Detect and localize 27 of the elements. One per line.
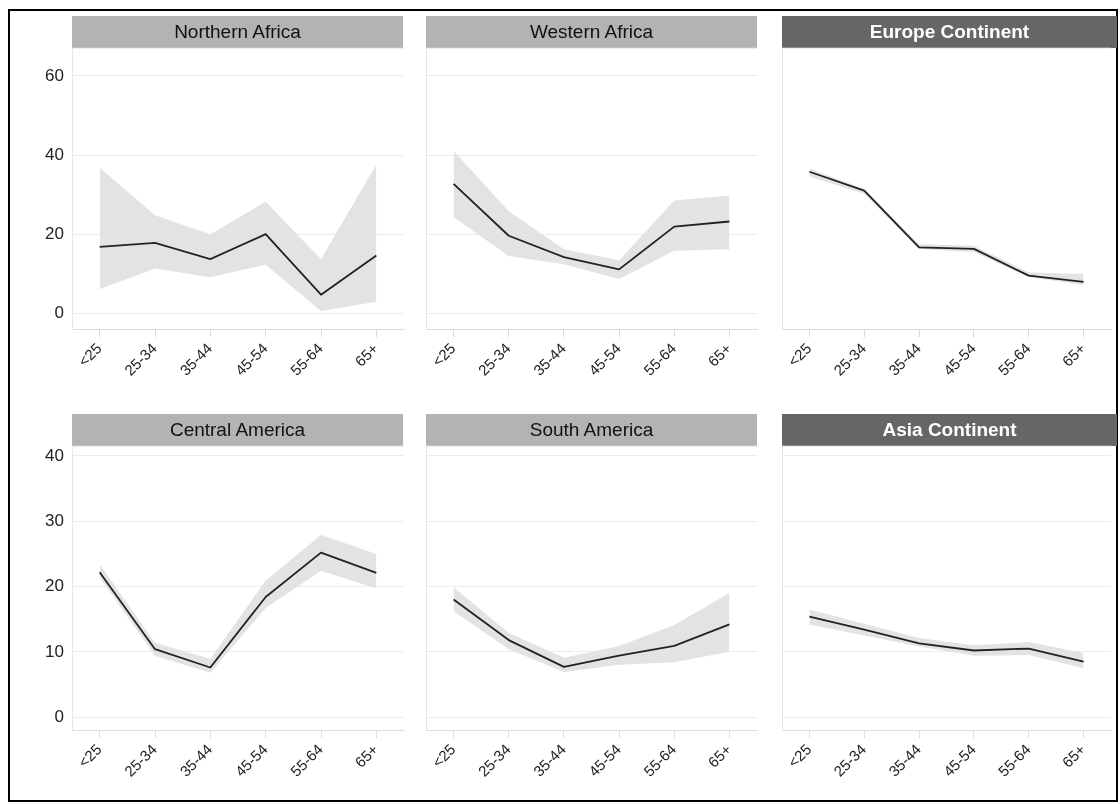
chart-title: Central America (72, 414, 403, 446)
x-tick-label: <25 (74, 740, 105, 771)
x-tick-label: 65+ (1058, 740, 1089, 771)
chart-title: Europe Continent (782, 16, 1117, 48)
y-tick-label: 60 (45, 65, 64, 85)
x-tick-label: 65+ (351, 740, 382, 771)
x-tick-label: 65+ (351, 339, 382, 370)
x-tick-label: <25 (428, 740, 459, 771)
x-tick-label: 65+ (704, 339, 735, 370)
y-tick-label: 10 (45, 641, 64, 661)
y-tick-label: 0 (54, 302, 64, 322)
y-tick-label: 0 (54, 706, 64, 726)
x-tick-label: 65+ (1058, 339, 1089, 370)
x-tick-label: <25 (784, 339, 815, 370)
x-tick-label: <25 (74, 339, 105, 370)
x-tick-label: 65+ (704, 740, 735, 771)
y-tick-label: 40 (45, 144, 64, 164)
chart-title: Western Africa (426, 16, 757, 48)
y-tick-label: 20 (45, 223, 64, 243)
chart-title: Northern Africa (72, 16, 403, 48)
y-tick-label: 20 (45, 576, 64, 596)
x-tick-label: <25 (784, 740, 815, 771)
y-tick-label: 30 (45, 510, 64, 530)
chart-title: Asia Continent (782, 414, 1117, 446)
x-tick-label: <25 (428, 339, 459, 370)
chart-title: South America (426, 414, 757, 446)
y-tick-label: 40 (45, 445, 64, 465)
